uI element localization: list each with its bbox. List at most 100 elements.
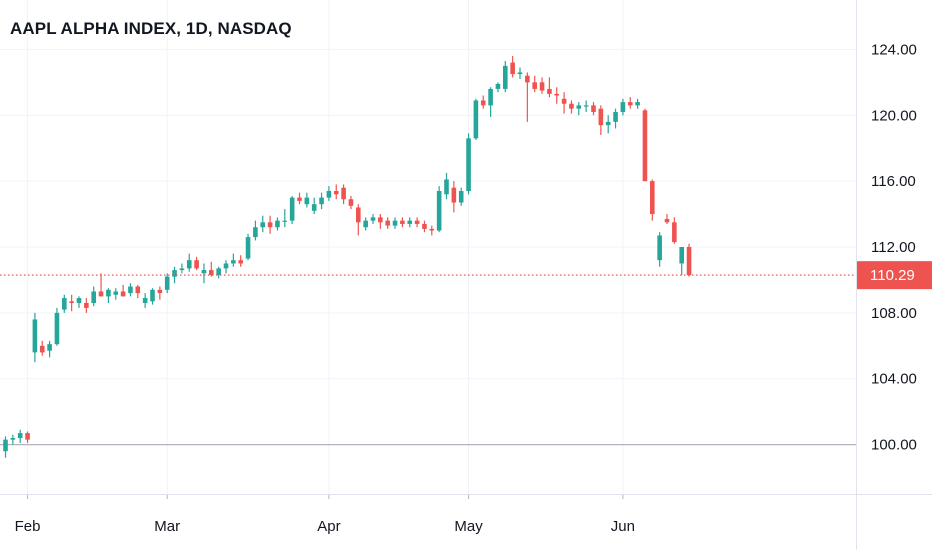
candle [613, 108, 618, 129]
candle [10, 434, 16, 445]
candle-body [591, 105, 596, 112]
candle-body [209, 270, 214, 275]
candle-body [598, 108, 604, 126]
last-price-label: 110.29 [870, 267, 915, 284]
candle [525, 72, 530, 122]
candle [503, 60, 508, 93]
candle-body [672, 222, 677, 243]
candle-body [480, 100, 486, 106]
candle-body [120, 291, 126, 297]
candle [245, 233, 251, 261]
candle-body [436, 191, 442, 231]
candle [686, 243, 692, 277]
candle-body [488, 88, 493, 106]
candle-body [561, 98, 567, 104]
candle [598, 105, 604, 136]
candle-body [635, 102, 640, 106]
candle [216, 266, 221, 279]
candle-body [32, 319, 38, 353]
candle-body [17, 433, 23, 439]
candle-body [128, 286, 133, 294]
candle [62, 294, 67, 313]
y-tick-label: 100.00 [871, 437, 917, 454]
candle-body [444, 179, 449, 195]
candle [532, 75, 537, 93]
candle-body [311, 204, 317, 211]
candle [348, 195, 354, 210]
candle [201, 263, 207, 284]
candle-body [69, 301, 74, 303]
candle [98, 273, 104, 297]
candle [547, 77, 552, 98]
y-tick-label: 112.00 [871, 239, 916, 256]
candle-body [333, 191, 339, 195]
candle [253, 220, 258, 241]
candle-body [304, 197, 310, 205]
candle-body [414, 220, 420, 224]
candle [429, 225, 435, 236]
candle [642, 108, 648, 182]
candle [679, 247, 684, 275]
candle-body [172, 270, 177, 277]
candle-body [76, 298, 82, 303]
candle [164, 273, 170, 294]
candle-body [348, 199, 354, 206]
candle-body [297, 197, 302, 201]
candle-body [39, 345, 45, 353]
candle-body [569, 103, 574, 109]
candle [76, 296, 82, 308]
candle [319, 192, 324, 210]
candle-body [363, 220, 368, 228]
candle-body [370, 217, 376, 221]
candle [672, 217, 677, 244]
candle-body [47, 344, 52, 351]
candle-body [289, 197, 295, 221]
y-tick-label: 120.00 [871, 107, 917, 124]
candle-body [422, 223, 427, 229]
candle [106, 288, 111, 303]
candle [627, 97, 633, 109]
candle [495, 82, 501, 93]
candle [120, 284, 126, 297]
candle-body [319, 197, 324, 205]
candle [186, 253, 192, 272]
price-line-layer: 110.29 [0, 261, 932, 290]
candle [466, 133, 471, 195]
candle [128, 283, 133, 297]
candle-body [547, 88, 552, 94]
candle [635, 98, 640, 109]
candle-body [157, 289, 163, 294]
candle-body [84, 302, 89, 308]
candle [620, 98, 626, 116]
candle [422, 220, 427, 233]
candle [25, 431, 30, 443]
candle [561, 92, 567, 114]
candle-body [260, 222, 266, 228]
candle-body [164, 276, 170, 290]
x-tick-label: Jun [611, 518, 635, 535]
candle [583, 100, 589, 112]
candle [451, 181, 457, 213]
candle-body [686, 247, 692, 276]
candle-body [407, 220, 413, 224]
candle-body [341, 187, 346, 200]
candle [179, 263, 185, 274]
candle-body [392, 220, 398, 226]
candle [473, 98, 479, 140]
candle-body [231, 260, 236, 264]
candle-body [583, 105, 589, 107]
candle [605, 115, 611, 134]
candle-body [113, 291, 119, 295]
candle [488, 87, 493, 117]
candle-body [54, 312, 60, 345]
candle [458, 187, 464, 206]
candle [275, 217, 280, 231]
candle-body [458, 191, 464, 203]
candle [282, 209, 288, 228]
candle-body [91, 291, 96, 303]
candle-body [627, 102, 633, 106]
candle-body [679, 247, 684, 264]
